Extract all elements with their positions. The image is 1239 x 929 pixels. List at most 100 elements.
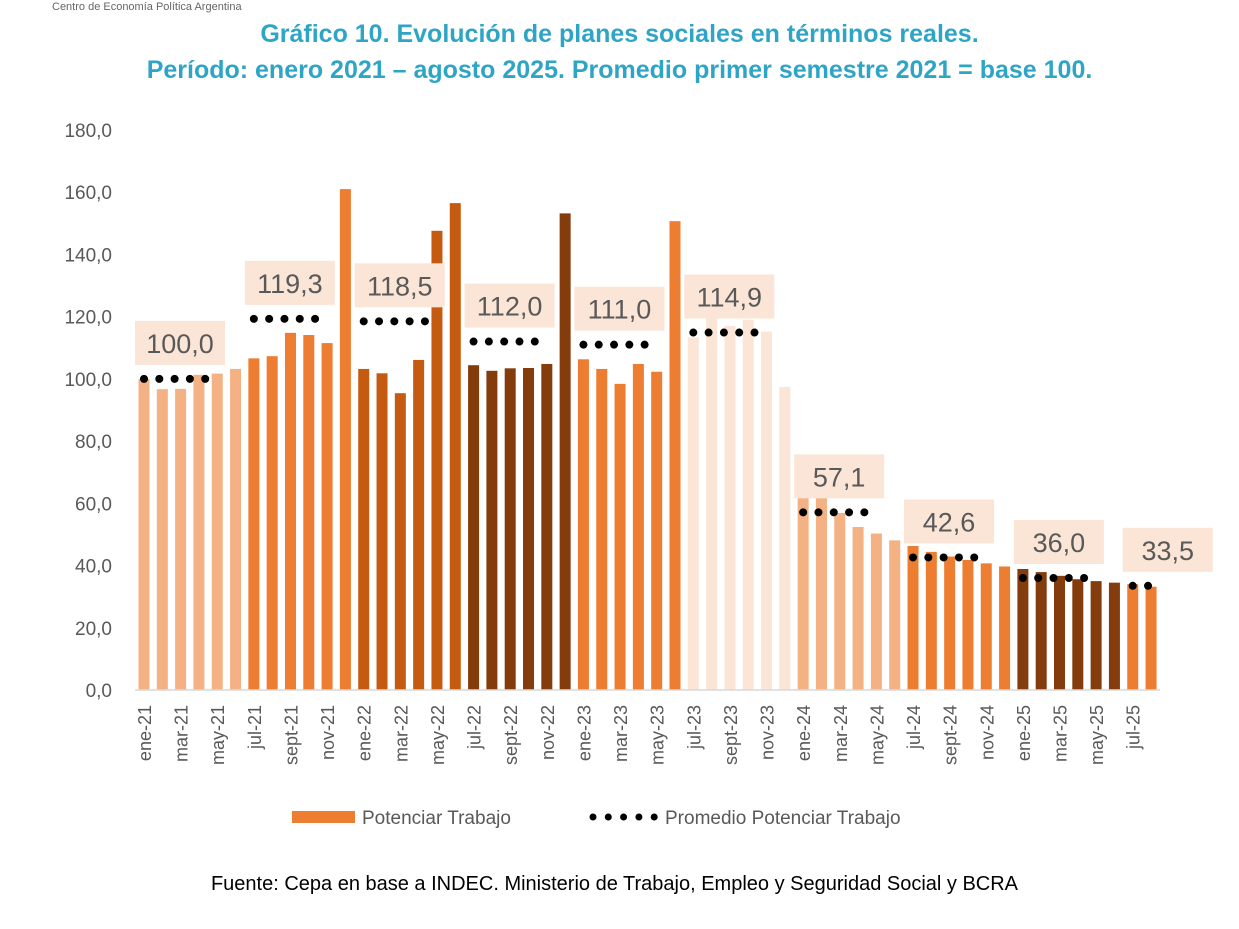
bar (999, 566, 1011, 690)
average-data-label: 100,0 (146, 329, 214, 359)
y-tick-label: 20,0 (75, 619, 112, 640)
average-dot (170, 374, 179, 383)
bar (413, 359, 425, 690)
bar (523, 368, 535, 690)
average-dot (375, 317, 384, 326)
average-dot (1128, 581, 1137, 590)
x-tick-label: jul-24 (904, 705, 924, 750)
average-label-box (904, 499, 995, 544)
average-dot (484, 337, 493, 346)
average-dot (735, 328, 744, 337)
average-dot (594, 340, 603, 349)
average-label-box (244, 260, 335, 305)
bar (742, 319, 754, 690)
bar (358, 368, 370, 690)
bar (266, 356, 278, 690)
average-dot (939, 553, 948, 562)
average-data-label: 114,9 (697, 283, 763, 313)
y-tick-label: 100,0 (64, 370, 112, 391)
average-label-box (1013, 520, 1104, 564)
average-data-label: 36,0 (1033, 528, 1086, 558)
average-dot (750, 328, 759, 337)
bar (284, 332, 296, 690)
average-dot (1018, 574, 1027, 582)
bar (339, 189, 351, 690)
bar (724, 326, 736, 690)
legend-swatch-dots (635, 813, 643, 821)
average-dot (405, 317, 414, 326)
x-tick-label: nov-24 (977, 705, 997, 760)
y-tick-label: 140,0 (64, 245, 112, 266)
chart-title-line2: Período: enero 2021 – agosto 2025. Prome… (146, 56, 1093, 84)
bar (761, 331, 773, 690)
average-dot (295, 314, 304, 323)
x-tick-label: sept-23 (721, 705, 741, 765)
bar (706, 318, 718, 690)
bar (138, 378, 150, 690)
x-tick-label: ene-24 (794, 705, 814, 761)
legend-swatch-dots (650, 813, 658, 821)
average-dot (515, 337, 524, 346)
source-note: Fuente: Cepa en base a INDEC. Ministerio… (210, 873, 1019, 895)
bar (211, 373, 223, 690)
bar (541, 363, 553, 690)
bar (632, 363, 644, 690)
bar (889, 540, 901, 690)
y-tick-label: 0,0 (86, 681, 112, 702)
bar (944, 556, 956, 690)
average-data-label: 42,6 (923, 507, 976, 537)
average-dot (924, 553, 933, 562)
average-dot (799, 508, 808, 517)
average-dot (530, 337, 539, 346)
average-dot (954, 553, 963, 562)
x-tick-label: may-25 (1087, 705, 1107, 765)
x-tick-label: may-24 (867, 705, 887, 765)
average-label-box (464, 283, 555, 328)
y-tick-label: 40,0 (75, 557, 112, 578)
x-tick-label: ene-22 (355, 705, 375, 761)
average-dot (845, 508, 854, 517)
bar (651, 371, 663, 690)
x-tick-label: sept-22 (501, 705, 521, 765)
bar (669, 221, 681, 690)
average-data-label: 119,3 (257, 269, 323, 299)
x-tick-label: mar-21 (172, 705, 192, 762)
x-tick-label: jul-23 (684, 705, 704, 750)
average-dot (311, 314, 320, 323)
average-label-box (574, 286, 665, 331)
average-dot (719, 328, 728, 337)
average-dot (420, 317, 429, 326)
x-tick-label: jul-22 (465, 705, 485, 750)
average-data-label: 112,0 (477, 292, 543, 322)
bar (1072, 579, 1084, 690)
x-tick-label: mar-24 (831, 705, 851, 762)
x-tick-label: may-22 (428, 705, 448, 765)
bar (193, 374, 205, 690)
average-dot (909, 553, 918, 562)
x-tick-label: sept-21 (281, 705, 301, 765)
legend-label-average: Promedio Potenciar Trabajo (665, 808, 901, 829)
x-tick-label: nov-23 (758, 705, 778, 760)
bar (468, 365, 480, 690)
x-tick-label: ene-25 (1014, 705, 1034, 761)
bar (797, 467, 809, 690)
bar (1127, 584, 1139, 690)
bar (852, 526, 864, 690)
bar (559, 213, 571, 690)
x-tick-label: mar-25 (1051, 705, 1071, 762)
average-dot (579, 340, 588, 349)
x-tick-label: mar-22 (391, 705, 411, 762)
bar (303, 335, 315, 690)
average-dot (829, 508, 838, 517)
bar (486, 370, 498, 690)
average-dot (1064, 574, 1073, 582)
average-dot (970, 553, 979, 562)
average-dot (359, 317, 368, 326)
logo-text: Centro de Economía Política Argentina (52, 1, 242, 13)
average-dot (689, 328, 698, 337)
x-tick-label: jul-25 (1124, 705, 1144, 750)
average-dot (610, 340, 619, 349)
average-label-box (1122, 527, 1213, 572)
